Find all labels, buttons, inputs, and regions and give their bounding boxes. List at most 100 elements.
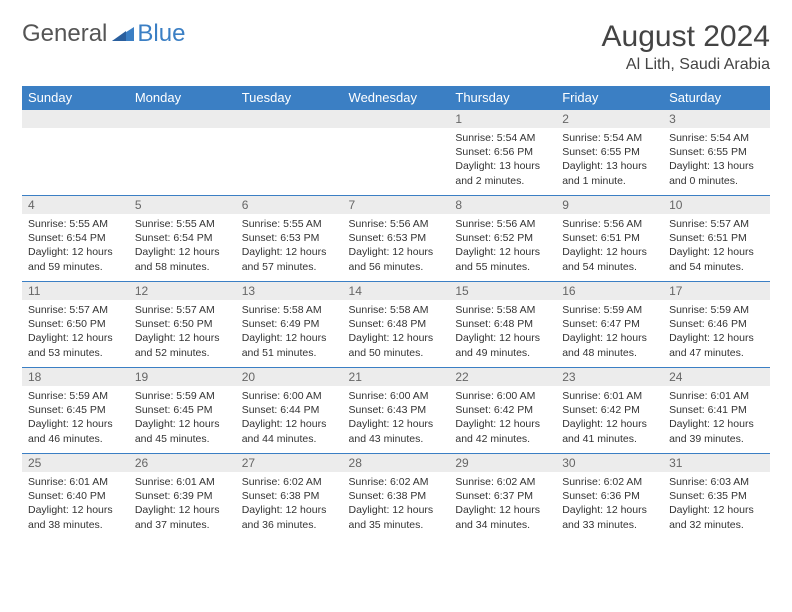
day-content: Sunrise: 5:58 AMSunset: 6:48 PMDaylight:… [449, 300, 556, 366]
calendar-cell: 15Sunrise: 5:58 AMSunset: 6:48 PMDayligh… [449, 282, 556, 368]
calendar-cell: 27Sunrise: 6:02 AMSunset: 6:38 PMDayligh… [236, 454, 343, 540]
day-content: Sunrise: 5:54 AMSunset: 6:55 PMDaylight:… [556, 128, 663, 194]
day-number: 3 [663, 110, 770, 128]
day-number [22, 110, 129, 128]
calendar-cell: 29Sunrise: 6:02 AMSunset: 6:37 PMDayligh… [449, 454, 556, 540]
calendar-row: 18Sunrise: 5:59 AMSunset: 6:45 PMDayligh… [22, 368, 770, 454]
title-block: August 2024 Al Lith, Saudi Arabia [602, 20, 770, 74]
day-content: Sunrise: 5:57 AMSunset: 6:50 PMDaylight:… [22, 300, 129, 366]
day-content: Sunrise: 5:59 AMSunset: 6:47 PMDaylight:… [556, 300, 663, 366]
day-number: 26 [129, 454, 236, 472]
day-number: 17 [663, 282, 770, 300]
day-content: Sunrise: 5:55 AMSunset: 6:54 PMDaylight:… [22, 214, 129, 280]
day-number: 6 [236, 196, 343, 214]
day-number: 30 [556, 454, 663, 472]
day-number: 5 [129, 196, 236, 214]
weekday-header: Friday [556, 86, 663, 110]
day-number: 8 [449, 196, 556, 214]
day-number: 16 [556, 282, 663, 300]
day-number: 25 [22, 454, 129, 472]
day-content: Sunrise: 6:01 AMSunset: 6:42 PMDaylight:… [556, 386, 663, 452]
day-number: 21 [343, 368, 450, 386]
day-content: Sunrise: 5:55 AMSunset: 6:54 PMDaylight:… [129, 214, 236, 280]
day-content [129, 128, 236, 137]
calendar-cell: 19Sunrise: 5:59 AMSunset: 6:45 PMDayligh… [129, 368, 236, 454]
calendar-cell: 3Sunrise: 5:54 AMSunset: 6:55 PMDaylight… [663, 110, 770, 196]
calendar-body: 1Sunrise: 5:54 AMSunset: 6:56 PMDaylight… [22, 110, 770, 540]
day-content: Sunrise: 5:56 AMSunset: 6:51 PMDaylight:… [556, 214, 663, 280]
calendar-cell: 4Sunrise: 5:55 AMSunset: 6:54 PMDaylight… [22, 196, 129, 282]
calendar-cell: 16Sunrise: 5:59 AMSunset: 6:47 PMDayligh… [556, 282, 663, 368]
calendar-page: General Blue August 2024 Al Lith, Saudi … [0, 0, 792, 560]
day-content: Sunrise: 5:58 AMSunset: 6:49 PMDaylight:… [236, 300, 343, 366]
day-number: 28 [343, 454, 450, 472]
calendar-cell: 31Sunrise: 6:03 AMSunset: 6:35 PMDayligh… [663, 454, 770, 540]
calendar-cell: 10Sunrise: 5:57 AMSunset: 6:51 PMDayligh… [663, 196, 770, 282]
day-number: 19 [129, 368, 236, 386]
weekday-header-row: SundayMondayTuesdayWednesdayThursdayFrid… [22, 86, 770, 110]
day-content: Sunrise: 6:02 AMSunset: 6:38 PMDaylight:… [343, 472, 450, 538]
day-number: 31 [663, 454, 770, 472]
calendar-cell: 28Sunrise: 6:02 AMSunset: 6:38 PMDayligh… [343, 454, 450, 540]
weekday-header: Thursday [449, 86, 556, 110]
calendar-cell: 30Sunrise: 6:02 AMSunset: 6:36 PMDayligh… [556, 454, 663, 540]
day-number: 15 [449, 282, 556, 300]
day-content: Sunrise: 6:01 AMSunset: 6:41 PMDaylight:… [663, 386, 770, 452]
day-content: Sunrise: 5:56 AMSunset: 6:52 PMDaylight:… [449, 214, 556, 280]
calendar-cell: 7Sunrise: 5:56 AMSunset: 6:53 PMDaylight… [343, 196, 450, 282]
calendar-cell: 2Sunrise: 5:54 AMSunset: 6:55 PMDaylight… [556, 110, 663, 196]
calendar-cell [236, 110, 343, 196]
calendar-table: SundayMondayTuesdayWednesdayThursdayFrid… [22, 86, 770, 540]
day-content [236, 128, 343, 137]
calendar-row: 11Sunrise: 5:57 AMSunset: 6:50 PMDayligh… [22, 282, 770, 368]
day-number [343, 110, 450, 128]
day-number: 7 [343, 196, 450, 214]
weekday-header: Saturday [663, 86, 770, 110]
calendar-cell: 26Sunrise: 6:01 AMSunset: 6:39 PMDayligh… [129, 454, 236, 540]
calendar-row: 25Sunrise: 6:01 AMSunset: 6:40 PMDayligh… [22, 454, 770, 540]
day-content: Sunrise: 5:57 AMSunset: 6:51 PMDaylight:… [663, 214, 770, 280]
weekday-header: Sunday [22, 86, 129, 110]
day-content: Sunrise: 5:55 AMSunset: 6:53 PMDaylight:… [236, 214, 343, 280]
calendar-cell: 24Sunrise: 6:01 AMSunset: 6:41 PMDayligh… [663, 368, 770, 454]
day-number: 29 [449, 454, 556, 472]
calendar-cell: 1Sunrise: 5:54 AMSunset: 6:56 PMDaylight… [449, 110, 556, 196]
day-content: Sunrise: 5:57 AMSunset: 6:50 PMDaylight:… [129, 300, 236, 366]
weekday-header: Tuesday [236, 86, 343, 110]
day-number: 14 [343, 282, 450, 300]
calendar-cell: 25Sunrise: 6:01 AMSunset: 6:40 PMDayligh… [22, 454, 129, 540]
day-content: Sunrise: 6:02 AMSunset: 6:36 PMDaylight:… [556, 472, 663, 538]
calendar-cell: 6Sunrise: 5:55 AMSunset: 6:53 PMDaylight… [236, 196, 343, 282]
calendar-cell: 11Sunrise: 5:57 AMSunset: 6:50 PMDayligh… [22, 282, 129, 368]
calendar-cell: 21Sunrise: 6:00 AMSunset: 6:43 PMDayligh… [343, 368, 450, 454]
day-number: 4 [22, 196, 129, 214]
day-number: 24 [663, 368, 770, 386]
day-number: 27 [236, 454, 343, 472]
logo: General Blue [22, 20, 185, 48]
day-content: Sunrise: 5:58 AMSunset: 6:48 PMDaylight:… [343, 300, 450, 366]
day-content: Sunrise: 6:03 AMSunset: 6:35 PMDaylight:… [663, 472, 770, 538]
calendar-cell: 9Sunrise: 5:56 AMSunset: 6:51 PMDaylight… [556, 196, 663, 282]
month-title: August 2024 [602, 20, 770, 54]
calendar-cell: 18Sunrise: 5:59 AMSunset: 6:45 PMDayligh… [22, 368, 129, 454]
calendar-cell: 13Sunrise: 5:58 AMSunset: 6:49 PMDayligh… [236, 282, 343, 368]
weekday-header: Monday [129, 86, 236, 110]
day-number: 2 [556, 110, 663, 128]
calendar-cell [22, 110, 129, 196]
calendar-cell: 8Sunrise: 5:56 AMSunset: 6:52 PMDaylight… [449, 196, 556, 282]
day-content: Sunrise: 5:54 AMSunset: 6:56 PMDaylight:… [449, 128, 556, 194]
calendar-cell: 23Sunrise: 6:01 AMSunset: 6:42 PMDayligh… [556, 368, 663, 454]
day-content [343, 128, 450, 137]
day-content: Sunrise: 5:59 AMSunset: 6:45 PMDaylight:… [22, 386, 129, 452]
day-content: Sunrise: 6:02 AMSunset: 6:38 PMDaylight:… [236, 472, 343, 538]
day-content: Sunrise: 6:00 AMSunset: 6:42 PMDaylight:… [449, 386, 556, 452]
calendar-cell: 14Sunrise: 5:58 AMSunset: 6:48 PMDayligh… [343, 282, 450, 368]
calendar-cell: 17Sunrise: 5:59 AMSunset: 6:46 PMDayligh… [663, 282, 770, 368]
calendar-cell [129, 110, 236, 196]
day-number: 20 [236, 368, 343, 386]
logo-text-blue: Blue [137, 20, 185, 48]
day-content: Sunrise: 6:00 AMSunset: 6:43 PMDaylight:… [343, 386, 450, 452]
calendar-cell [343, 110, 450, 196]
weekday-header: Wednesday [343, 86, 450, 110]
calendar-cell: 20Sunrise: 6:00 AMSunset: 6:44 PMDayligh… [236, 368, 343, 454]
